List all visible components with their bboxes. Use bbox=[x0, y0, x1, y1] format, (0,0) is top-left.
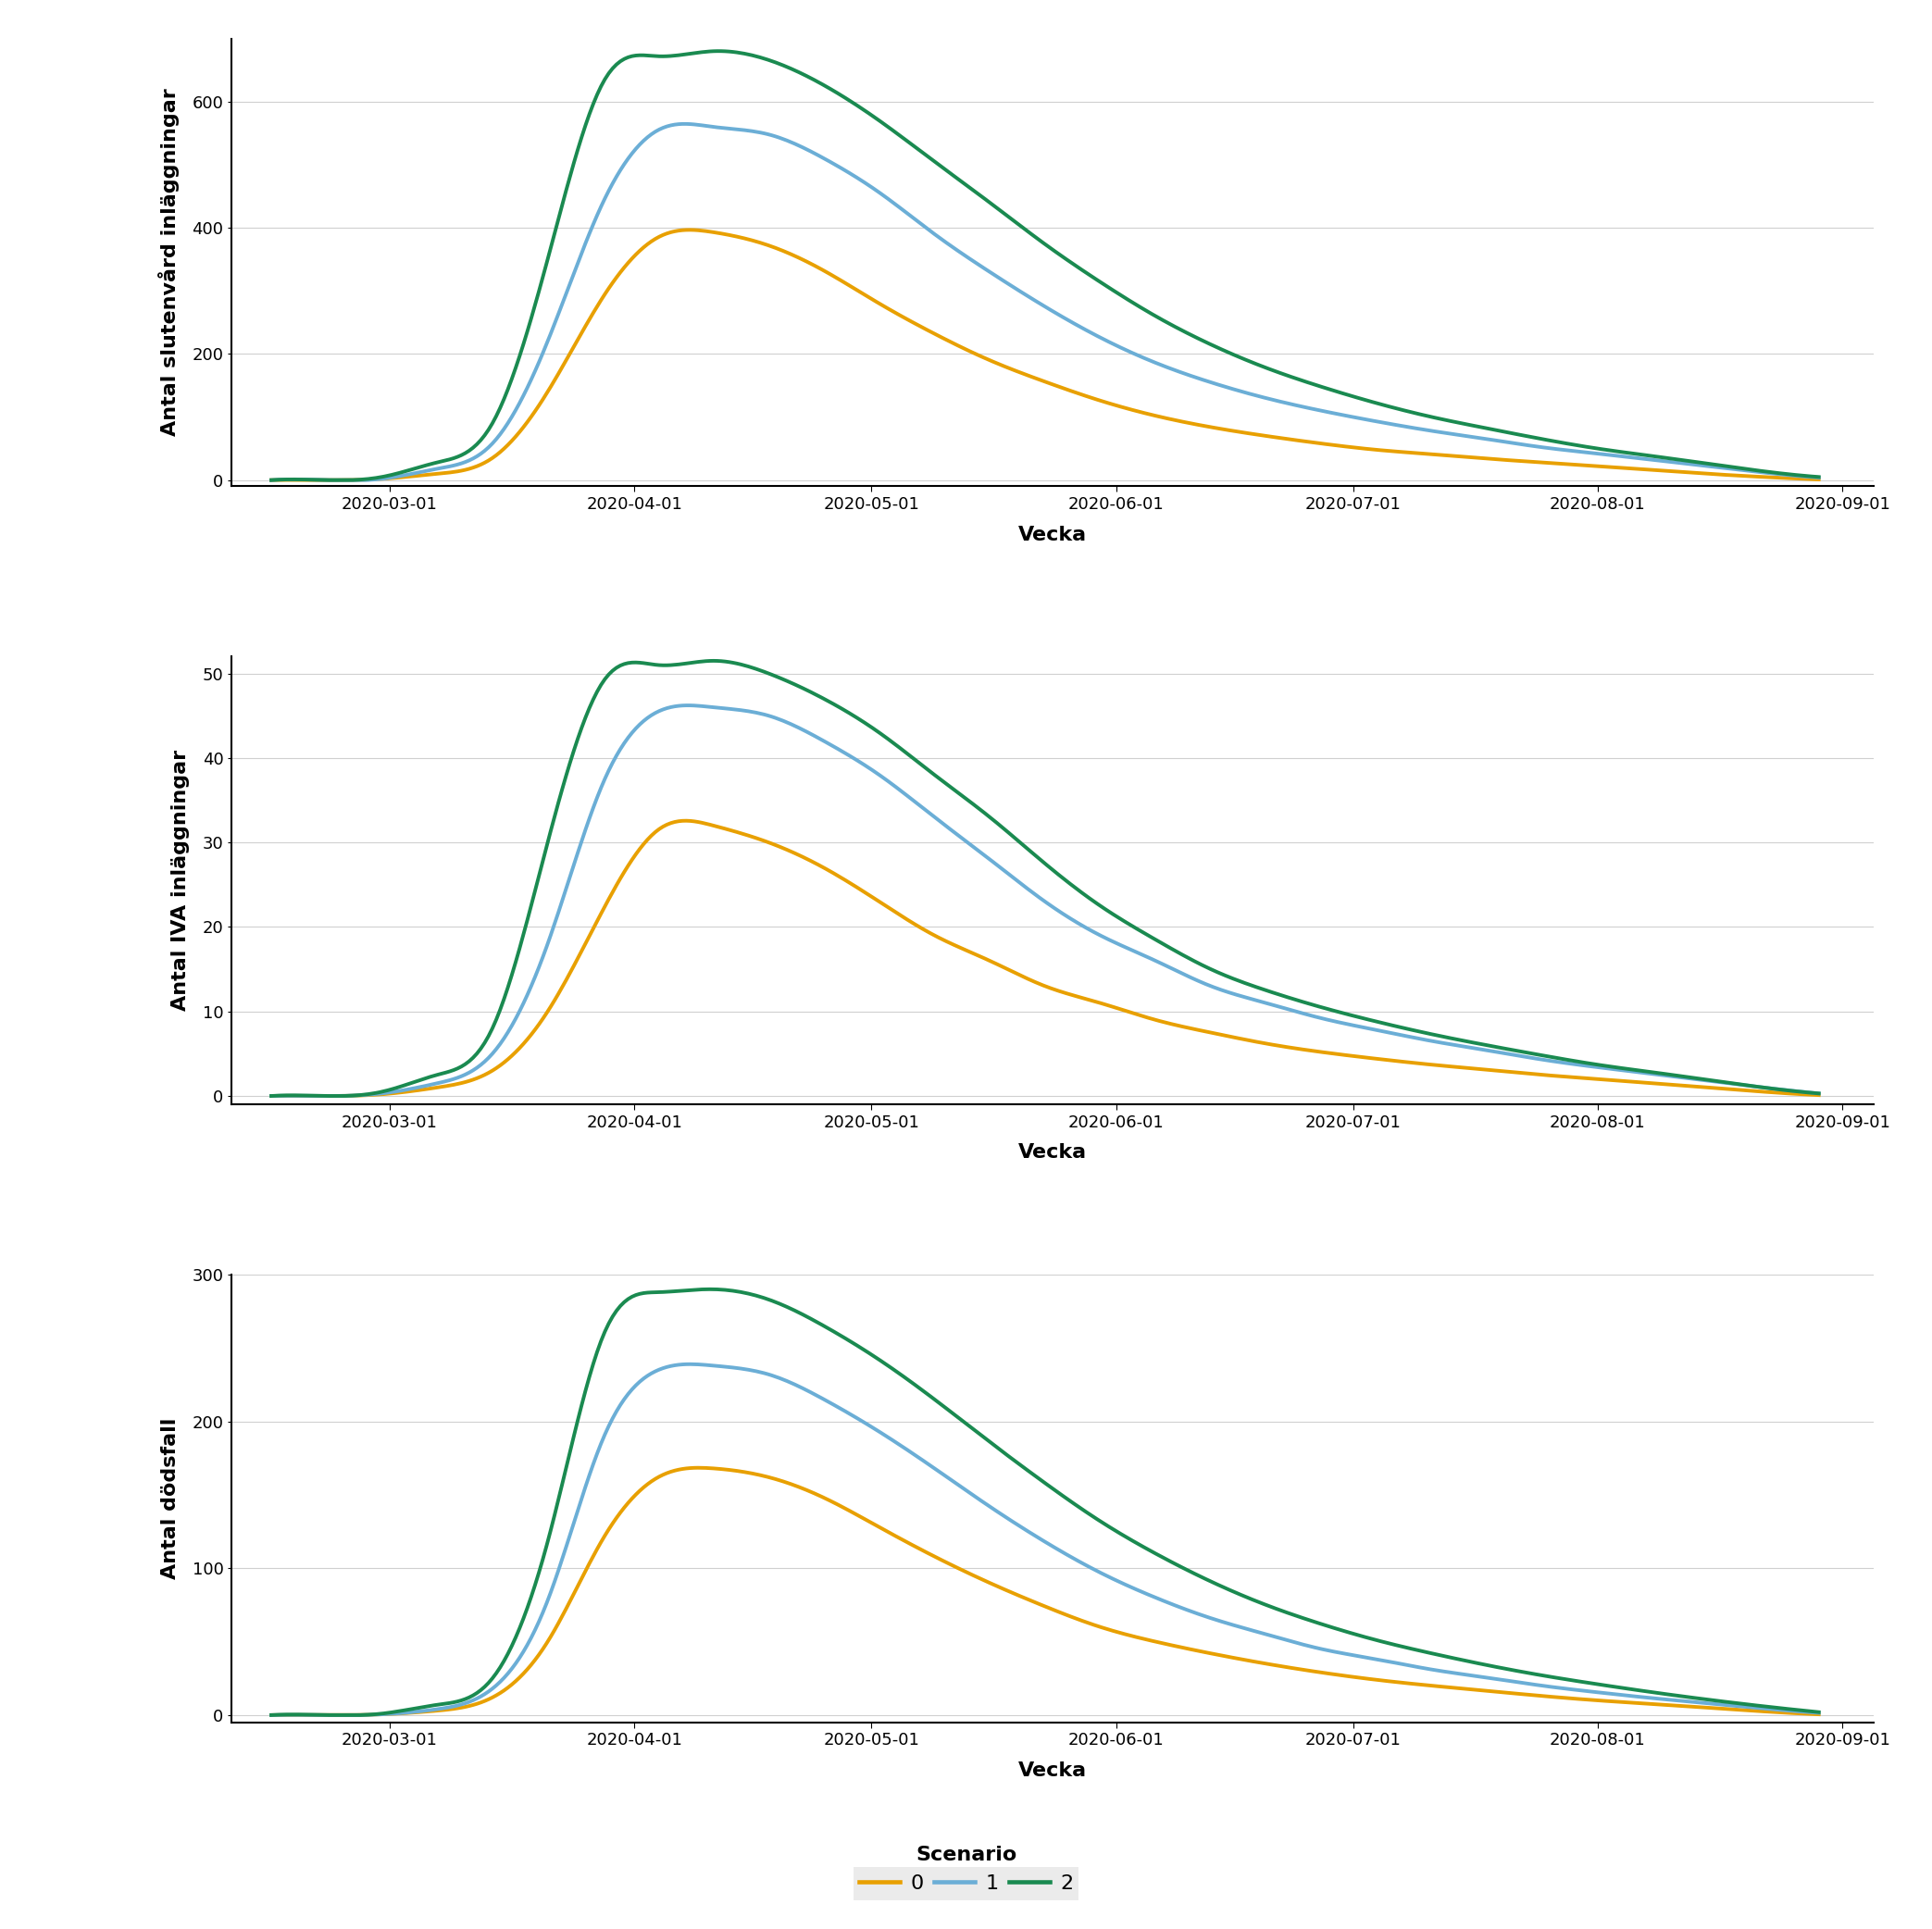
X-axis label: Vecka: Vecka bbox=[1018, 525, 1088, 544]
Y-axis label: Antal slutenvård inläggningar: Antal slutenvård inläggningar bbox=[158, 89, 180, 436]
Y-axis label: Antal dödsfall: Antal dödsfall bbox=[160, 1418, 180, 1580]
Legend: 0, 1, 2: 0, 1, 2 bbox=[842, 1829, 1090, 1910]
X-axis label: Vecka: Vecka bbox=[1018, 1144, 1088, 1161]
X-axis label: Vecka: Vecka bbox=[1018, 1761, 1088, 1780]
Y-axis label: Antal IVA inläggningar: Antal IVA inläggningar bbox=[172, 750, 189, 1011]
